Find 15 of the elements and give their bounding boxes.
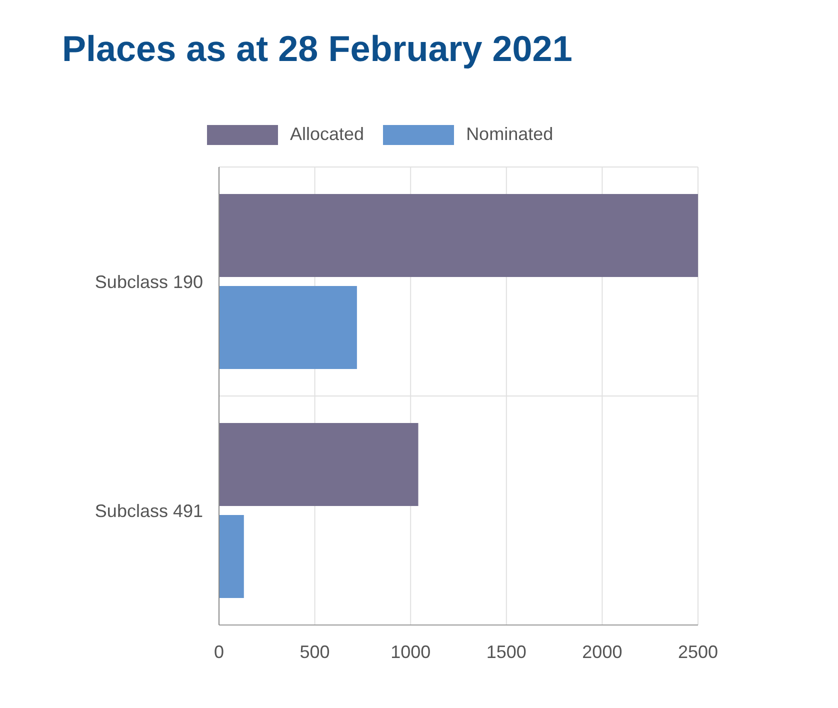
legend-label: Nominated <box>466 124 554 145</box>
x-tick-label: 500 <box>300 642 330 662</box>
bar <box>219 423 418 506</box>
legend-label: Allocated <box>290 124 364 145</box>
bar <box>219 286 357 370</box>
chart-title: Places as at 28 February 2021 <box>62 28 572 70</box>
bar <box>219 515 244 598</box>
y-tick-label: Subclass 190 <box>94 272 203 292</box>
bar <box>219 194 698 278</box>
x-tick-label: 2500 <box>678 642 718 662</box>
x-tick-label: 0 <box>214 642 224 662</box>
x-tick-label: 2000 <box>582 642 622 662</box>
x-tick-label: 1000 <box>390 642 431 662</box>
y-tick-label: Subclass 491 <box>94 500 203 521</box>
x-tick-label: 1500 <box>486 642 526 662</box>
